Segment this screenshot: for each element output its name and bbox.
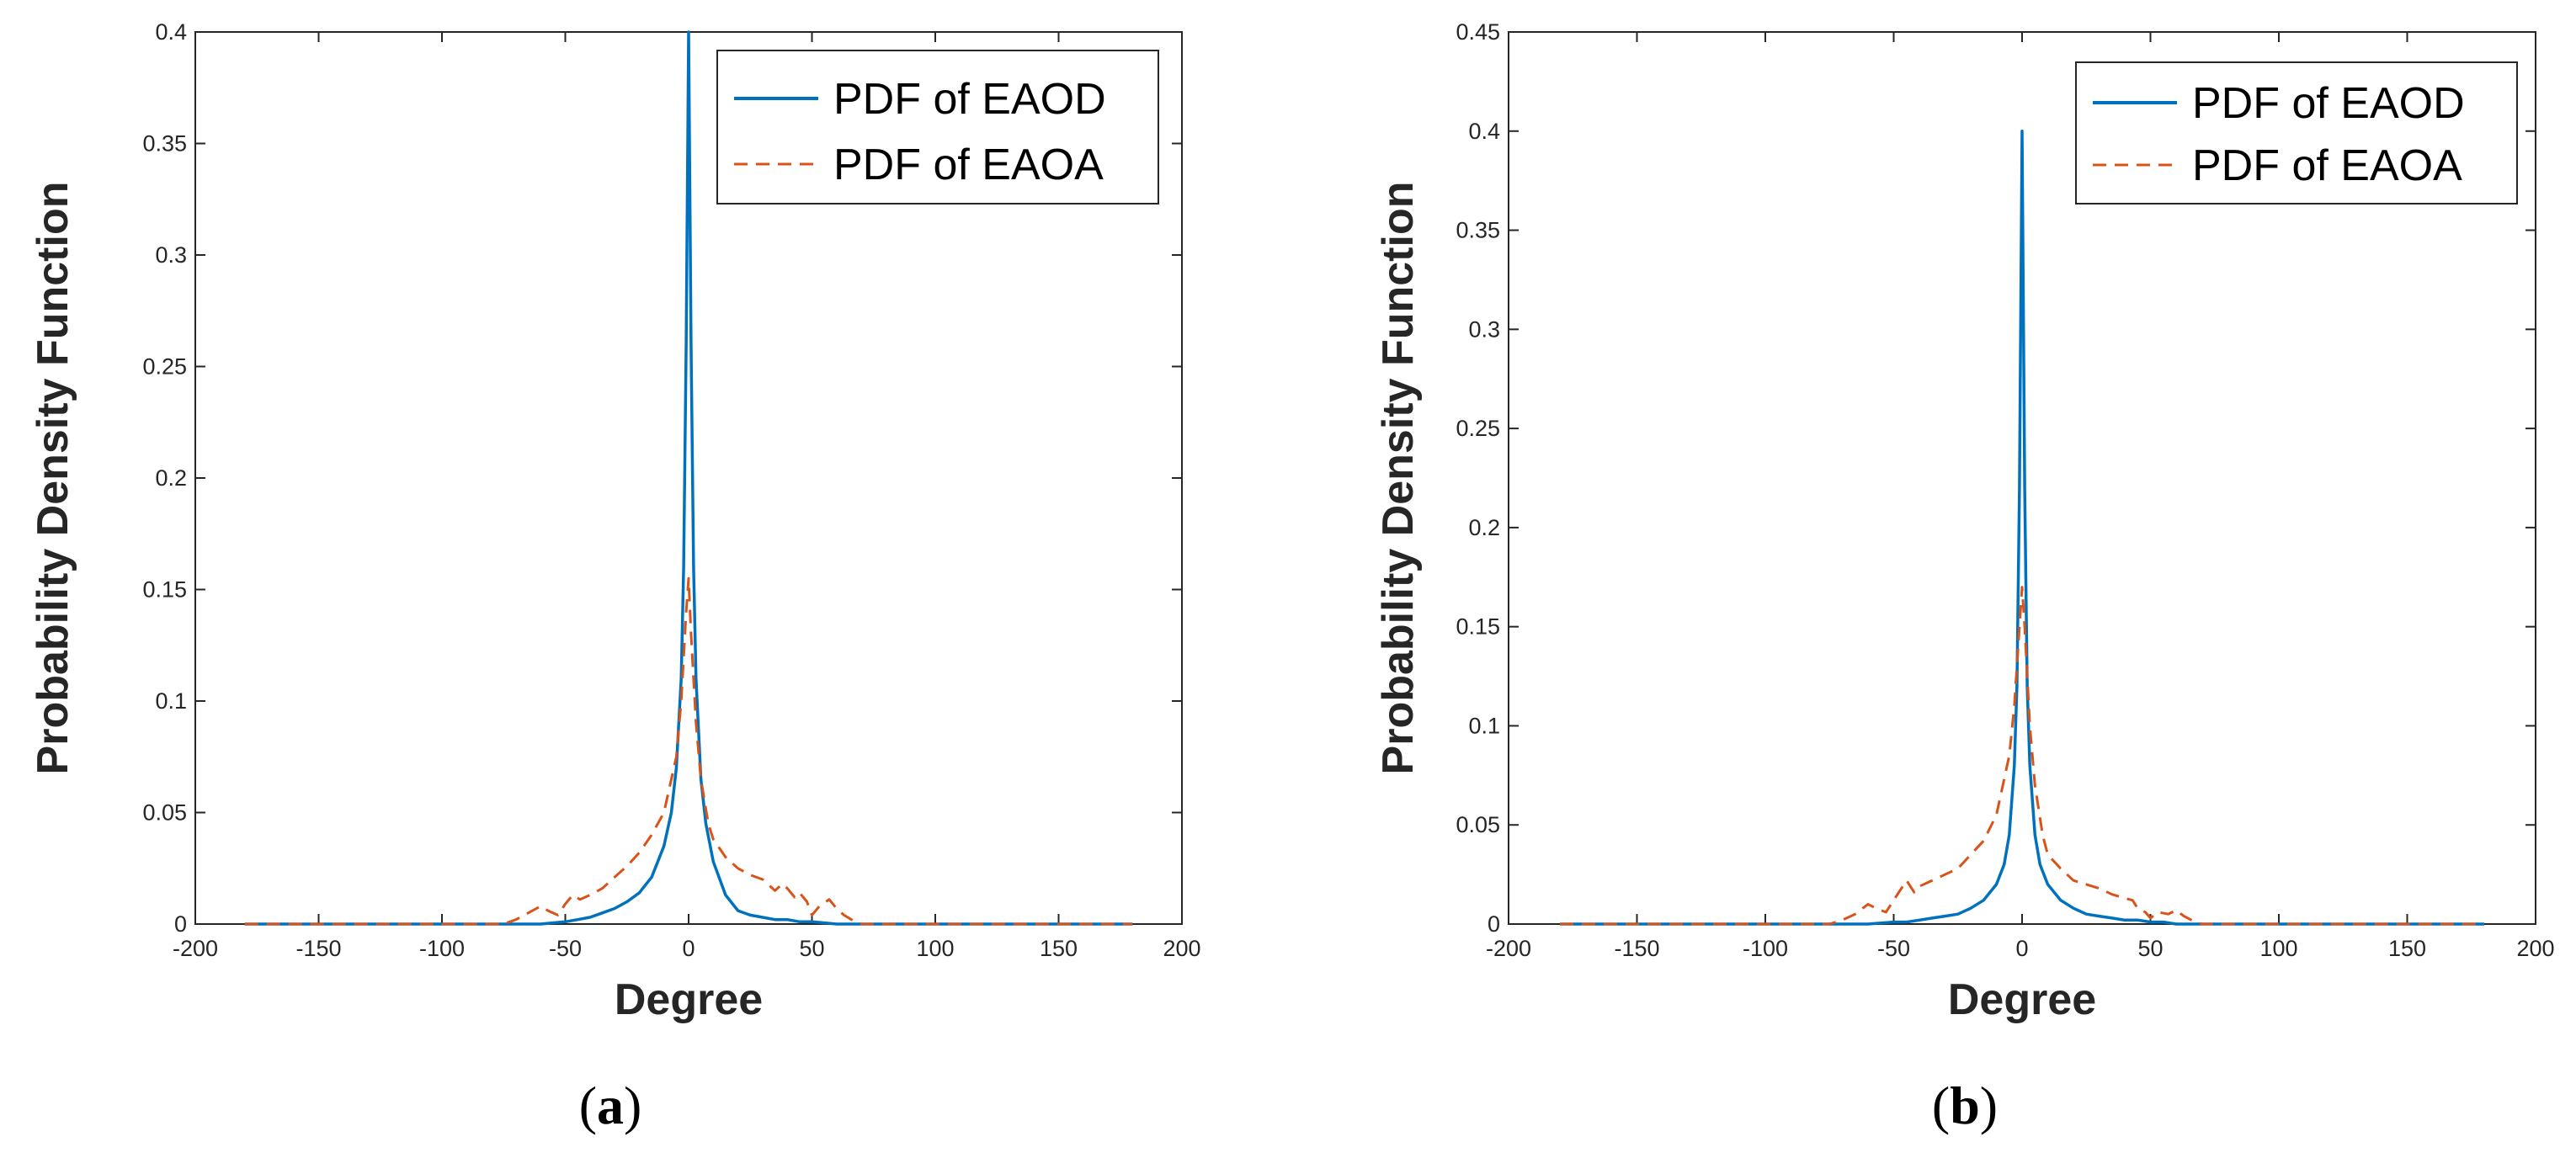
y-tick-label: 0.05 [142, 800, 187, 826]
x-tick-label: -200 [1486, 936, 1531, 961]
panel-caption: (b) [1932, 1076, 1998, 1135]
y-tick-label: 0.2 [155, 465, 187, 491]
y-tick-label: 0.1 [155, 688, 187, 714]
legend-box [2075, 61, 2518, 205]
x-tick-label: 50 [799, 936, 824, 961]
x-tick-label: 100 [916, 936, 954, 961]
x-tick-label: 100 [2259, 936, 2297, 961]
y-ticks: 0 0.05 0.1 0.15 0.2 0.25 0.3 0.35 0.4 [142, 19, 1182, 937]
y-tick-label: 0 [1488, 911, 1500, 937]
series-line-eaod [1560, 130, 2484, 926]
x-tick-label: -50 [549, 936, 582, 961]
series-line-eaoa [244, 576, 1133, 926]
x-tick-label: 0 [682, 936, 695, 961]
panel-label: a [597, 1076, 624, 1135]
panel-label: b [1950, 1076, 1980, 1135]
x-tick-label: 50 [2137, 936, 2163, 961]
y-tick-label: 0.25 [1456, 416, 1500, 441]
x-tick-label: -200 [173, 936, 218, 961]
y-tick-label: 0.4 [155, 19, 187, 45]
x-tick-label: -150 [295, 936, 341, 961]
y-tick-label: 0.15 [142, 577, 187, 603]
legend: PDF of EAOD PDF of EAOA [2075, 61, 2518, 205]
legend-entry-eaod: PDF of EAOD [2192, 79, 2465, 128]
series-line-eaoa [1560, 586, 2484, 926]
legend-entry-eaoa: PDF of EAOA [2192, 141, 2462, 190]
y-tick-label: 0.25 [142, 354, 187, 380]
x-tick-label: 150 [2388, 936, 2426, 961]
x-tick-label: 150 [1040, 936, 1078, 961]
x-tick-label: -100 [1743, 936, 1788, 961]
legend: PDF of EAOD PDF of EAOA [716, 50, 1159, 205]
panel-a: 0 0.05 0.1 0.15 0.2 0.25 0.3 0.35 0.4 -200 -150 -1… [29, 19, 1201, 1135]
y-tick-label: 0 [174, 911, 187, 937]
y-tick-label: 0.15 [1456, 614, 1500, 640]
x-axis-label: Degree [615, 975, 763, 1024]
y-tick-label: 0.3 [155, 242, 187, 268]
panel-caption: (a) [579, 1076, 642, 1135]
y-ticks: 0 0.05 0.1 0.15 0.2 0.25 0.3 0.35 0.4 0.45 [1456, 19, 2536, 937]
x-ticks: -200 -150 -100 -50 0 50 100 150 200 [1486, 32, 2555, 961]
legend-box [716, 50, 1159, 205]
legend-entry-eaoa: PDF of EAOA [833, 141, 1104, 189]
y-axis-label: Probability Density Function [29, 182, 77, 775]
x-ticks: -200 -150 -100 -50 0 50 100 150 200 [173, 32, 1201, 961]
y-tick-label: 0.35 [142, 131, 187, 157]
x-tick-label: 200 [1163, 936, 1200, 961]
x-tick-label: 0 [2015, 936, 2028, 961]
x-tick-label: -100 [419, 936, 465, 961]
x-tick-label: -150 [1614, 936, 1659, 961]
x-tick-label: -50 [1877, 936, 1910, 961]
legend-entry-eaod: PDF of EAOD [833, 75, 1106, 124]
x-axis-label: Degree [1948, 975, 2096, 1024]
x-tick-label: 200 [2516, 936, 2554, 961]
series-layer [1560, 130, 2484, 926]
y-axis-label: Probability Density Function [1374, 182, 1423, 775]
y-tick-label: 0.3 [1468, 316, 1500, 342]
series-line-eaod [244, 30, 1133, 926]
y-tick-label: 0.45 [1456, 19, 1500, 45]
y-tick-label: 0.4 [1468, 119, 1500, 144]
panel-b: 0 0.05 0.1 0.15 0.2 0.25 0.3 0.35 0.4 0.45 -200 -1… [1374, 19, 2555, 1135]
y-tick-label: 0.1 [1468, 713, 1500, 738]
series-layer [244, 30, 1133, 926]
y-tick-label: 0.35 [1456, 218, 1500, 243]
y-tick-label: 0.2 [1468, 515, 1500, 540]
y-tick-label: 0.05 [1456, 812, 1500, 837]
